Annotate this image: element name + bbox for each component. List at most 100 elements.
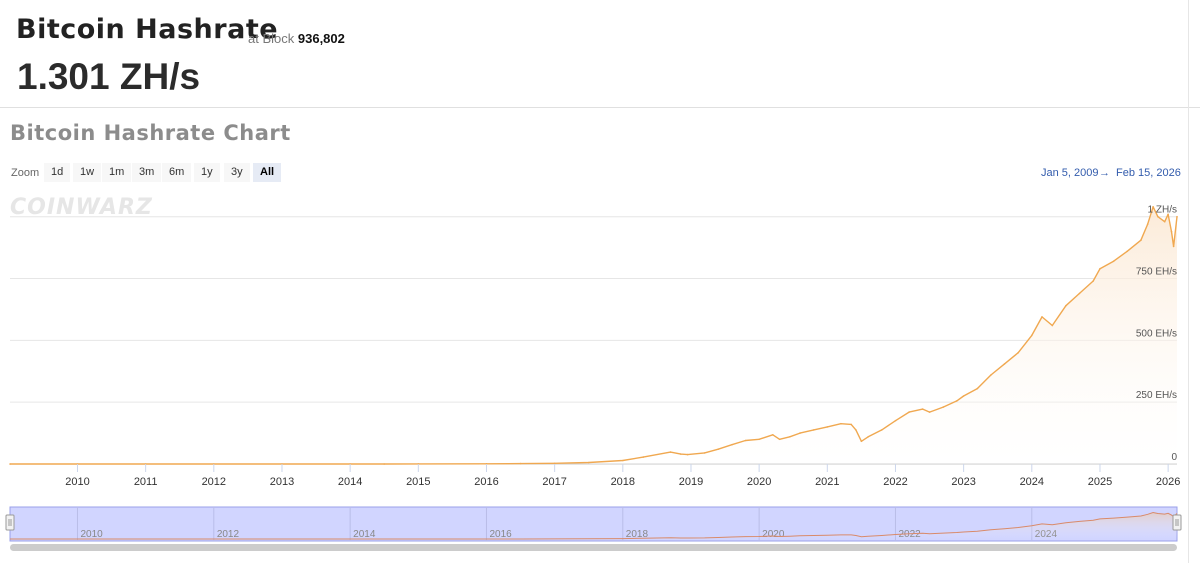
data-point <box>1017 351 1019 354</box>
data-point <box>826 426 829 428</box>
data-point <box>1031 334 1033 337</box>
x-tick-label: 2018 <box>611 476 635 488</box>
x-tick-label: 2016 <box>474 476 498 488</box>
data-point <box>990 374 992 376</box>
navigator-tick-label: 2010 <box>80 529 103 540</box>
x-tick-label: 2026 <box>1156 476 1180 488</box>
x-tick-label: 2017 <box>542 476 566 488</box>
zoom-all-button[interactable]: All <box>253 163 282 182</box>
current-hashrate: 1.301 ZH/s <box>17 56 201 97</box>
data-point <box>9 463 11 465</box>
zoom-label: Zoom <box>11 167 40 179</box>
x-tick-label: 2022 <box>883 476 907 488</box>
x-tick-label: 2021 <box>815 476 839 488</box>
zoom-1m-button[interactable]: 1m <box>102 163 132 182</box>
y-tick-label: 250 EH/s <box>1136 390 1177 401</box>
data-point <box>1078 292 1081 295</box>
data-point <box>1051 324 1054 327</box>
x-tick-label: 2020 <box>747 476 771 488</box>
data-point <box>789 436 791 438</box>
data-point <box>703 452 706 454</box>
data-point <box>799 432 801 434</box>
data-point <box>383 463 386 465</box>
zoom-1d-button[interactable]: 1d <box>44 163 71 182</box>
data-point <box>1170 230 1173 233</box>
left-handle-grip[interactable] <box>5 514 15 531</box>
range-arrow: → <box>1099 167 1110 179</box>
data-point <box>587 461 590 464</box>
data-point <box>1140 239 1142 241</box>
data-point <box>881 429 883 431</box>
data-point <box>860 440 863 443</box>
data-point <box>731 443 733 446</box>
zoom-1w-button[interactable]: 1w <box>73 163 102 182</box>
x-tick-label: 2024 <box>1020 476 1044 488</box>
coinwarz-watermark: COINWARZ <box>10 195 153 220</box>
data-point <box>686 453 689 456</box>
data-point <box>962 395 965 397</box>
right-handle-grip[interactable] <box>1172 514 1182 531</box>
range-to[interactable]: Feb 15, 2026 <box>1116 167 1181 179</box>
data-point <box>717 448 719 451</box>
data-point <box>1163 220 1166 223</box>
data-point <box>1157 215 1159 218</box>
navigator-series-line <box>10 511 1178 540</box>
data-point <box>1041 316 1043 318</box>
data-point <box>850 423 852 426</box>
block-info: at Block 936,802 <box>248 31 345 46</box>
data-point <box>1092 280 1094 282</box>
x-tick-label: 2011 <box>134 476 158 488</box>
data-point <box>778 438 781 441</box>
data-point <box>669 451 672 453</box>
y-tick-label: 0 <box>1171 452 1177 463</box>
data-point <box>1172 245 1175 248</box>
navigator-tick-label: 2018 <box>626 529 649 540</box>
chart-title: Bitcoin Hashrate Chart <box>10 121 291 145</box>
x-tick-label: 2012 <box>202 476 226 488</box>
block-number: 936,802 <box>297 31 345 46</box>
chart-plot-area <box>9 206 1178 465</box>
data-point <box>867 436 869 438</box>
zoom-6m-button[interactable]: 6m <box>162 163 192 182</box>
data-point <box>1112 260 1115 263</box>
data-point <box>908 411 910 413</box>
y-tick-label: 750 EH/s <box>1136 267 1177 278</box>
data-point <box>1152 206 1154 208</box>
data-point <box>956 400 958 402</box>
navigator-scrollbar[interactable] <box>10 544 1177 551</box>
data-point <box>1099 267 1101 270</box>
page-title: Bitcoin Hashrate <box>16 14 279 45</box>
data-point <box>1003 363 1006 365</box>
data-point <box>744 439 747 442</box>
hashrate-area <box>10 206 1177 465</box>
x-tick-label: 2014 <box>338 476 362 488</box>
x-axis: 2010 2011 2012 2013 2014 2015 2016 2017 2018 2019… <box>65 464 1180 488</box>
data-point <box>758 438 760 441</box>
data-point <box>1167 213 1169 216</box>
range-navigator[interactable]: 20102012201420162018202020222024 <box>5 506 1182 551</box>
page-header: Bitcoin Hashrate at Block 936,802 1.301 … <box>0 0 1200 108</box>
y-tick-label: 500 EH/s <box>1136 328 1177 339</box>
zoom-3m-button[interactable]: 3m <box>132 163 162 182</box>
x-tick-label: 2013 <box>270 476 294 488</box>
data-point <box>840 422 842 425</box>
data-point <box>553 462 556 465</box>
x-tick-label: 2019 <box>679 476 703 488</box>
navigator-tick-label: 2012 <box>217 529 240 540</box>
data-point <box>772 434 774 436</box>
zoom-1y-button[interactable]: 1y <box>194 163 220 182</box>
data-point <box>642 456 645 458</box>
data-point <box>680 453 682 455</box>
data-point <box>1176 215 1178 218</box>
data-point <box>519 462 522 465</box>
data-point <box>622 459 624 462</box>
navigator-left-handle[interactable] <box>5 514 15 531</box>
navigator-right-handle[interactable] <box>1172 514 1182 531</box>
navigator-tick-label: 2014 <box>353 529 376 540</box>
data-point <box>812 429 815 431</box>
range-from[interactable]: Jan 5, 2009 <box>1041 167 1099 179</box>
x-tick-label: 2025 <box>1088 476 1112 488</box>
zoom-3y-button[interactable]: 3y <box>224 163 250 182</box>
data-point <box>942 406 944 408</box>
